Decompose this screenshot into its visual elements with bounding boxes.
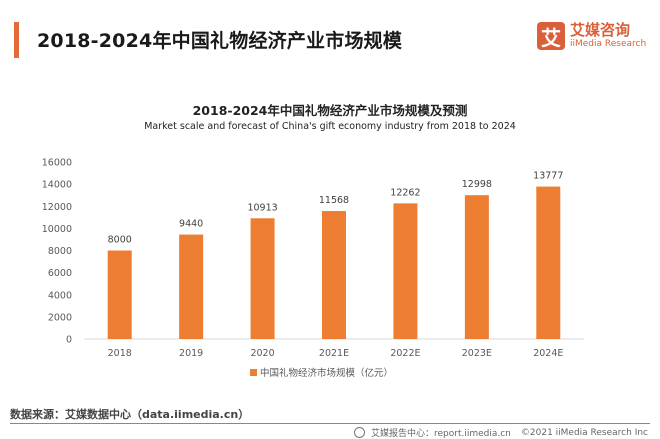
copyright: ©2021 iiMedia Research Inc [520,427,648,438]
data-label: 9440 [179,219,203,230]
report-center-link[interactable]: 艾媒报告中心：report.iimedia.cn [370,429,511,439]
y-tick-label: 2000 [48,312,72,323]
bar [393,203,418,339]
y-tick-label: 4000 [48,290,72,301]
x-tick-label: 2022E [390,348,420,359]
data-label: 12998 [462,179,492,190]
data-label: 13777 [533,171,563,182]
x-tick-label: 2019 [179,348,203,359]
bar [107,250,132,339]
y-tick-label: 8000 [48,246,72,257]
bar [250,218,275,339]
legend-label: 中国礼物经济市场规模（亿元） [260,367,393,379]
legend-swatch [250,369,257,376]
y-tick-label: 0 [66,335,72,346]
footer-divider [10,423,650,424]
logo-name-en: iiMedia Research [570,39,647,49]
bar [464,195,489,339]
bar [179,234,204,339]
footer-credits: 艾媒报告中心：report.iimedia.cn ©2021 iiMedia R… [353,426,648,439]
y-tick-label: 6000 [48,268,72,279]
bar [536,186,561,339]
y-tick-label: 12000 [42,202,72,213]
y-tick-label: 14000 [42,180,72,191]
data-source: 数据来源：艾媒数据中心（data.iimedia.cn） [10,408,250,421]
logo-name-cn: 艾媒咨询 [570,21,631,39]
x-tick-label: 2018 [108,348,132,359]
header-accent-bar [14,22,19,58]
data-label: 11568 [319,195,349,206]
chart-subtitle: Market scale and forecast of China's gif… [144,121,516,132]
data-label: 8000 [108,235,132,246]
x-tick-label: 2024E [533,348,563,359]
iimedia-logo: 艾 艾媒咨询 iiMedia Research [537,22,646,50]
data-label: 10913 [247,202,277,213]
x-tick-label: 2020 [250,348,274,359]
logo-mark-icon: 艾 [537,22,565,50]
data-label: 12262 [390,187,420,198]
report-center-icon [353,427,365,438]
y-tick-label: 16000 [42,158,72,169]
chart-title: 2018-2024年中国礼物经济产业市场规模及预测 [192,103,468,118]
bar [322,211,346,339]
x-tick-label: 2021E [319,348,349,359]
y-tick-label: 10000 [42,224,72,235]
x-tick-label: 2023E [462,348,492,359]
page-title: 2018-2024年中国礼物经济产业市场规模 [37,30,403,52]
